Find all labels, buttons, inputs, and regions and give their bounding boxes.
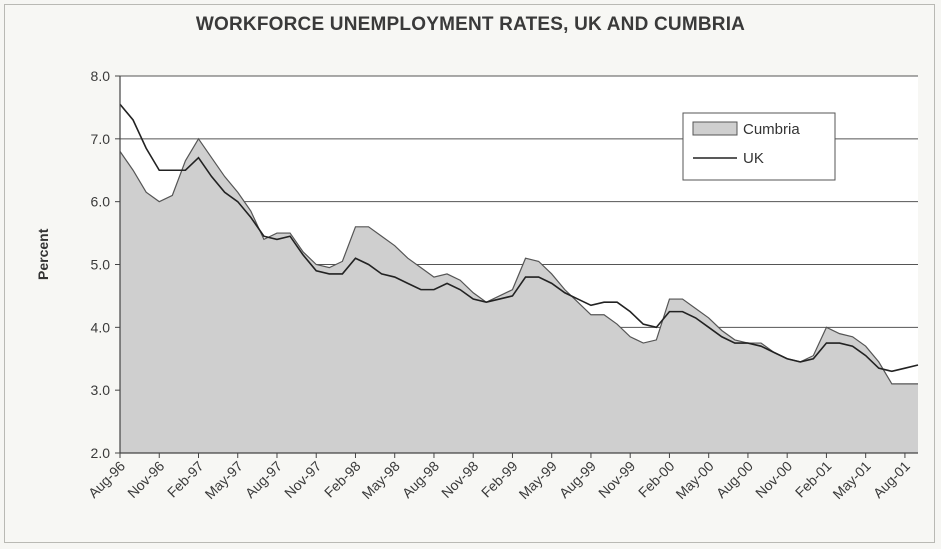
- x-tick-label: May-01: [829, 458, 873, 502]
- y-tick-label: 3.0: [91, 382, 111, 398]
- x-tick-label: Nov-97: [281, 458, 324, 501]
- x-tick-label: Aug-00: [713, 458, 756, 501]
- y-axis-ticks: 2.0 3.0 4.0 5.0 6.0 7.0 8.0: [91, 68, 120, 461]
- y-tick-label: 5.0: [91, 257, 111, 273]
- x-tick-label: Aug-97: [242, 458, 285, 501]
- series-line-uk: [119, 103, 919, 373]
- x-tick-label: Feb-98: [321, 458, 364, 501]
- x-tick-label: Nov-96: [124, 458, 167, 501]
- y-tick-label: 2.0: [91, 445, 111, 461]
- x-tick-label: Nov-00: [752, 458, 795, 501]
- x-tick-label: Feb-97: [164, 458, 207, 501]
- x-axis-ticks: Aug-96Nov-96Feb-97May-97Aug-97Nov-97Feb-…: [85, 453, 913, 502]
- legend-label-cumbria: Cumbria: [743, 121, 800, 138]
- x-tick-label: Nov-99: [595, 458, 638, 501]
- y-tick-label: 4.0: [91, 319, 111, 335]
- legend-label-uk: UK: [743, 150, 764, 167]
- x-tick-label: Aug-01: [870, 458, 913, 501]
- x-tick-label: May-97: [202, 458, 246, 502]
- x-tick-label: Feb-01: [792, 458, 835, 501]
- y-tick-label: 8.0: [91, 68, 111, 84]
- x-tick-label: Aug-98: [399, 458, 442, 501]
- x-tick-label: Aug-96: [85, 458, 128, 501]
- y-tick-label: 6.0: [91, 194, 111, 210]
- legend-swatch-cumbria: [692, 121, 738, 136]
- x-tick-label: May-98: [359, 458, 403, 502]
- x-tick-label: Nov-98: [438, 458, 481, 501]
- y-tick-label: 7.0: [91, 131, 111, 147]
- x-tick-label: May-00: [672, 458, 716, 502]
- series-area-cumbria: [120, 138, 918, 453]
- x-tick-label: Feb-00: [635, 458, 678, 501]
- x-tick-label: May-99: [515, 458, 559, 502]
- x-tick-label: Aug-99: [556, 458, 599, 501]
- legend: Cumbria UK: [682, 112, 836, 181]
- x-tick-label: Feb-99: [478, 458, 521, 501]
- chart-title: WORKFORCE UNEMPLOYMENT RATES, UK AND CUM…: [195, 14, 746, 35]
